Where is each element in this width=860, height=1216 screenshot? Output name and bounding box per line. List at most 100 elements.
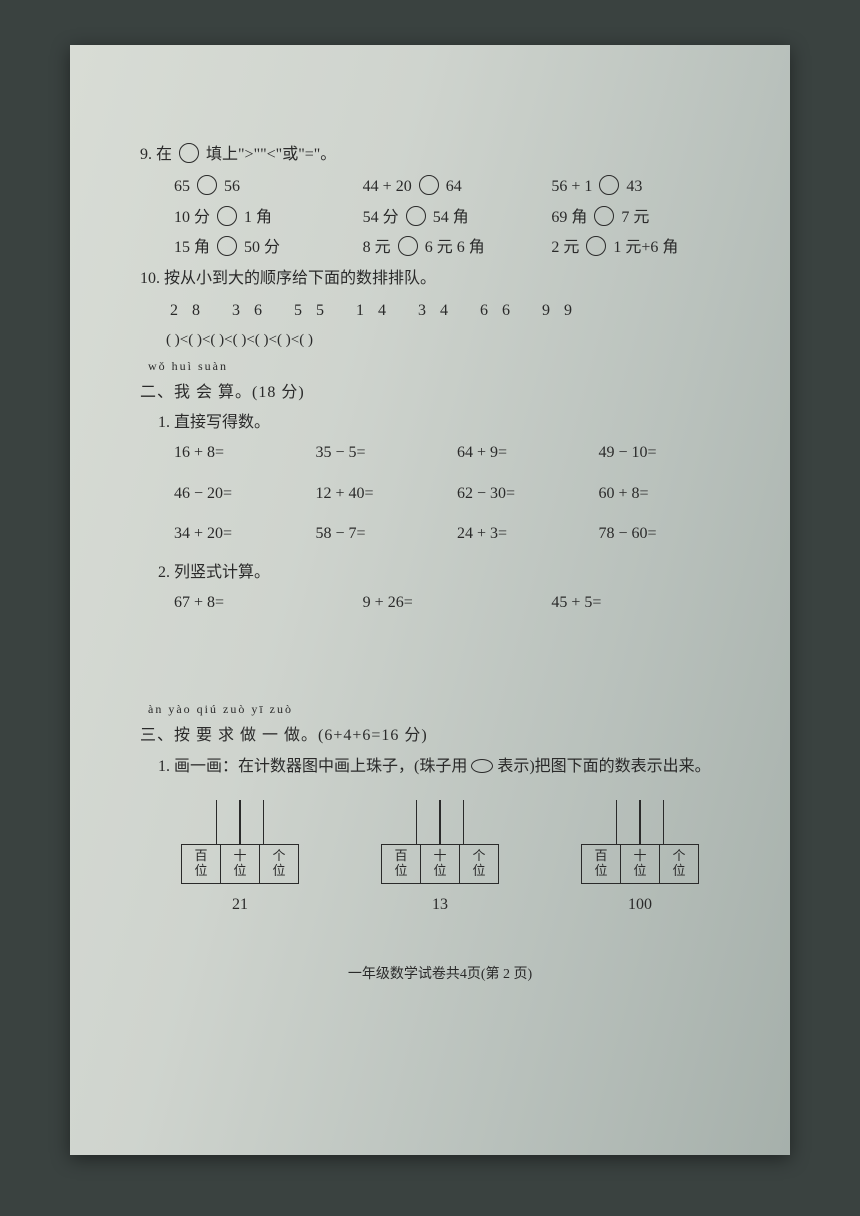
blank-circle[interactable] — [586, 236, 606, 256]
question-10: 10. 按从小到大的顺序给下面的数排排队。 — [140, 264, 740, 294]
abacus-number: 100 — [575, 890, 705, 920]
sec2-sub1: 1. 直接写得数。 — [140, 408, 740, 438]
q9-tail: 填上">""<"或"="。 — [206, 146, 336, 163]
place-suffix: 位 — [194, 864, 207, 879]
page-footer: 一年级数学试卷共4页(第 2 页) — [140, 962, 740, 989]
place-suffix: 位 — [394, 864, 407, 879]
q9-cell: 10 分 — [174, 209, 210, 226]
section-3-title: 三、按 要 求 做 一 做。(6+4+6=16 分) — [140, 721, 740, 751]
place-suffix: 位 — [633, 864, 646, 879]
q9-cell: 54 分 — [363, 209, 399, 226]
blank-circle[interactable] — [406, 206, 426, 226]
sec3-sub1: 1. 画一画：在计数器图中画上珠子，(珠子用 表示)把图下面的数表示出来。 — [140, 752, 740, 782]
calc-cell: 24 + 3= — [457, 519, 599, 549]
place-label: 百 — [594, 849, 607, 864]
abacus-2[interactable]: 百位 十位 个位 13 — [375, 800, 505, 920]
blank-circle[interactable] — [217, 236, 237, 256]
place-label: 个 — [672, 849, 685, 864]
sec2-calc-grid: 16 + 8= 35 − 5= 64 + 9= 49 − 10= 46 − 20… — [140, 438, 740, 549]
calc-cell: 46 − 20= — [174, 479, 316, 509]
abacus-number: 21 — [175, 890, 305, 920]
sec3-sub1-a: 1. 画一画：在计数器图中画上珠子，(珠子用 — [158, 758, 467, 775]
q9-cell: 43 — [626, 178, 642, 195]
q10-blanks-text: ( )<( )<( )<( )<( )<( )<( ) — [166, 332, 313, 348]
question-9: 9. 在 填上">""<"或"="。 — [140, 140, 740, 170]
calc-cell: 12 + 40= — [316, 479, 458, 509]
calc-cell: 35 − 5= — [316, 438, 458, 468]
q9-cell: 44 + 20 — [363, 178, 412, 195]
q9-cell: 56 — [224, 178, 240, 195]
blank-circle[interactable] — [599, 175, 619, 195]
q9-cell: 1 元+6 角 — [613, 239, 678, 256]
q9-row-1: 65 56 44 + 20 64 56 + 1 43 — [174, 172, 740, 202]
place-label: 十 — [233, 849, 246, 864]
q9-cell: 8 元 — [363, 239, 391, 256]
calc-cell: 78 − 60= — [599, 519, 741, 549]
q9-label: 9. 在 — [140, 146, 172, 163]
q9-cell: 2 元 — [551, 239, 579, 256]
q9-cell: 64 — [446, 178, 462, 195]
sec2-sub2: 2. 列竖式计算。 — [140, 558, 740, 588]
circle-icon — [179, 143, 199, 163]
blank-circle[interactable] — [594, 206, 614, 226]
blank-circle[interactable] — [419, 175, 439, 195]
section-2-title: 二、我 会 算。(18 分) — [140, 378, 740, 408]
q9-cell: 6 元 6 角 — [425, 239, 485, 256]
q9-cell: 15 角 — [174, 239, 210, 256]
place-suffix: 位 — [672, 864, 685, 879]
q9-row-3: 15 角 50 分 8 元 6 元 6 角 2 元 1 元+6 角 — [174, 233, 740, 263]
calc-cell: 64 + 9= — [457, 438, 599, 468]
abacus-row: 百位 十位 个位 21 百位 十位 个位 13 百位 十位 个位 100 — [140, 800, 740, 920]
vert-cell: 45 + 5= — [551, 588, 740, 618]
place-label: 百 — [394, 849, 407, 864]
q9-row-2: 10 分 1 角 54 分 54 角 69 角 7 元 — [174, 203, 740, 233]
q9-cell: 69 角 — [551, 209, 587, 226]
place-suffix: 位 — [433, 864, 446, 879]
abacus-base: 百位 十位 个位 — [381, 844, 499, 884]
vert-cell: 67 + 8= — [174, 588, 363, 618]
blank-circle[interactable] — [217, 206, 237, 226]
blank-circle[interactable] — [398, 236, 418, 256]
q10-title: 10. 按从小到大的顺序给下面的数排排队。 — [140, 270, 436, 287]
q9-cell: 54 角 — [433, 209, 469, 226]
q9-cell: 56 + 1 — [551, 178, 592, 195]
place-suffix: 位 — [594, 864, 607, 879]
calc-cell: 60 + 8= — [599, 479, 741, 509]
place-label: 百 — [194, 849, 207, 864]
q9-cell: 1 角 — [244, 209, 272, 226]
calc-cell: 62 − 30= — [457, 479, 599, 509]
place-suffix: 位 — [233, 864, 246, 879]
q10-numbers: 28 36 55 14 34 66 99 — [140, 296, 740, 326]
q9-grid: 65 56 44 + 20 64 56 + 1 43 10 分 1 角 54 分… — [140, 172, 740, 263]
sec3-pinyin: àn yào qiú zuò yī zuò — [140, 698, 740, 721]
calc-cell: 58 − 7= — [316, 519, 458, 549]
q9-cell: 50 分 — [244, 239, 280, 256]
oval-icon — [471, 759, 493, 773]
vertical-calc-workspace[interactable] — [140, 618, 740, 698]
vertical-calc-row: 67 + 8= 9 + 26= 45 + 5= — [140, 588, 740, 618]
sec2-pinyin: wǒ huì suàn — [140, 355, 740, 378]
place-label: 个 — [272, 849, 285, 864]
calc-row-3: 34 + 20= 58 − 7= 24 + 3= 78 − 60= — [174, 519, 740, 549]
place-suffix: 位 — [272, 864, 285, 879]
q9-cell: 65 — [174, 178, 190, 195]
place-label: 个 — [472, 849, 485, 864]
place-label: 十 — [633, 849, 646, 864]
calc-row-1: 16 + 8= 35 − 5= 64 + 9= 49 − 10= — [174, 438, 740, 468]
calc-row-2: 46 − 20= 12 + 40= 62 − 30= 60 + 8= — [174, 479, 740, 509]
worksheet-page: 9. 在 填上">""<"或"="。 65 56 44 + 20 64 56 +… — [70, 45, 790, 1155]
abacus-1[interactable]: 百位 十位 个位 21 — [175, 800, 305, 920]
calc-cell: 16 + 8= — [174, 438, 316, 468]
abacus-base: 百位 十位 个位 — [181, 844, 299, 884]
vert-cell: 9 + 26= — [363, 588, 552, 618]
calc-cell: 34 + 20= — [174, 519, 316, 549]
abacus-number: 13 — [375, 890, 505, 920]
abacus-3[interactable]: 百位 十位 个位 100 — [575, 800, 705, 920]
abacus-base: 百位 十位 个位 — [581, 844, 699, 884]
place-label: 十 — [433, 849, 446, 864]
sec3-sub1-b: 表示)把图下面的数表示出来。 — [497, 758, 710, 775]
q10-blanks[interactable]: ( )<( )<( )<( )<( )<( )<( ) — [140, 326, 740, 355]
blank-circle[interactable] — [197, 175, 217, 195]
q9-cell: 7 元 — [621, 209, 649, 226]
calc-cell: 49 − 10= — [599, 438, 741, 468]
